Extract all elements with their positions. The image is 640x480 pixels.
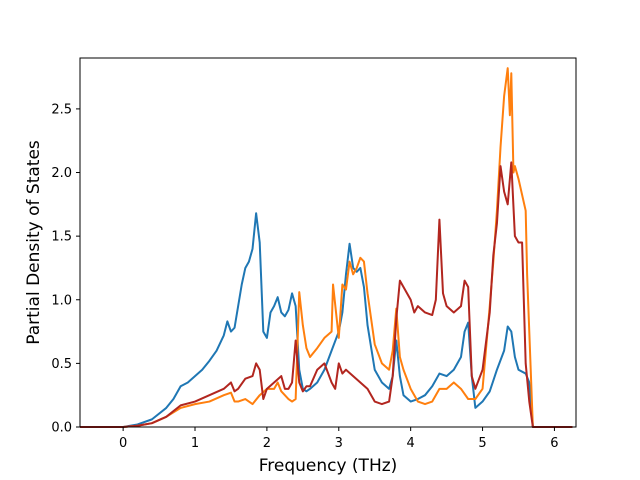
x-tick-label: 0 xyxy=(119,436,127,451)
plot-frame xyxy=(79,57,577,428)
x-tick-label: 6 xyxy=(550,436,558,451)
y-axis-ticks: 0.0 0.5 1.0 1.5 2.0 2.5 xyxy=(51,102,80,436)
x-tick-label: 2 xyxy=(263,436,271,451)
x-axis-ticks: 0 1 2 3 4 5 6 xyxy=(119,427,559,451)
y-axis-label: Partial Density of States xyxy=(24,140,44,345)
x-tick-label: 5 xyxy=(478,436,486,451)
x-tick-label: 4 xyxy=(407,436,415,451)
y-tick-label: 2.5 xyxy=(51,102,72,117)
x-tick-label: 3 xyxy=(335,436,343,451)
series-line-3 xyxy=(80,161,573,428)
y-tick-label: 0.0 xyxy=(51,421,72,436)
x-axis-label: Frequency (THz) xyxy=(259,456,398,476)
y-tick-label: 1.0 xyxy=(51,293,72,308)
x-tick-label: 1 xyxy=(191,436,199,451)
y-tick-label: 2.0 xyxy=(51,166,72,181)
y-tick-label: 1.5 xyxy=(51,230,72,245)
y-tick-label: 0.5 xyxy=(51,357,72,372)
series-layer xyxy=(80,67,573,428)
